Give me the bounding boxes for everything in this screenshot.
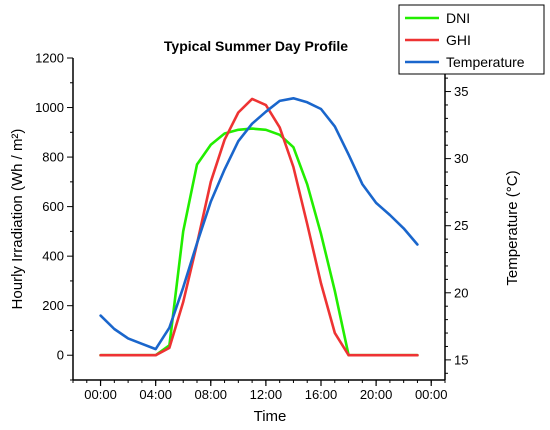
y-tick-label: 1200	[35, 51, 64, 66]
x-tick-label: 00:00	[84, 387, 117, 402]
y2-tick-label: 20	[454, 285, 468, 300]
x-tick-label: 04:00	[139, 387, 172, 402]
y-axis-ticks: 0 200 400 600 800 1000 1200	[35, 51, 73, 381]
y-tick-label: 200	[42, 298, 64, 313]
x-tick-label: 08:00	[195, 387, 228, 402]
series-line-dni	[99, 127, 419, 357]
y2-axis-title: Temperature (°C)	[504, 170, 521, 285]
y2-tick-label: 30	[454, 151, 468, 166]
y2-tick-label: 35	[454, 84, 468, 99]
y-tick-label: 1000	[35, 100, 64, 115]
series-line-temperature	[99, 97, 419, 351]
series-line-ghi	[99, 97, 419, 357]
y2-axis-ticks: 15 20 25 30 35	[445, 64, 468, 374]
series-group	[99, 97, 419, 357]
y-tick-label: 600	[42, 199, 64, 214]
legend: DNI GHI Temperature	[398, 4, 545, 75]
legend-label-ghi: GHI	[446, 32, 471, 48]
y2-tick-label: 15	[454, 352, 468, 367]
y2-tick-label: 25	[454, 218, 468, 233]
x-tick-label: 12:00	[250, 387, 283, 402]
y-axis-title: Hourly Irradiation (Wh / m²)	[9, 129, 26, 310]
x-tick-label: 20:00	[360, 387, 393, 402]
x-tick-label: 00:00	[415, 387, 448, 402]
axes	[72, 58, 446, 381]
x-axis-title: Time	[254, 408, 287, 425]
y-tick-label: 800	[42, 150, 64, 165]
y-tick-label: 400	[42, 249, 64, 264]
x-axis-ticks: 00:00 04:00 08:00 12:00 16:00 20:00 00:00	[72, 380, 448, 402]
x-tick-label: 16:00	[305, 387, 338, 402]
legend-label-temperature: Temperature	[446, 54, 525, 70]
y-tick-label: 0	[57, 348, 64, 363]
chart-title: Typical Summer Day Profile	[164, 38, 348, 54]
legend-label-dni: DNI	[446, 10, 470, 26]
